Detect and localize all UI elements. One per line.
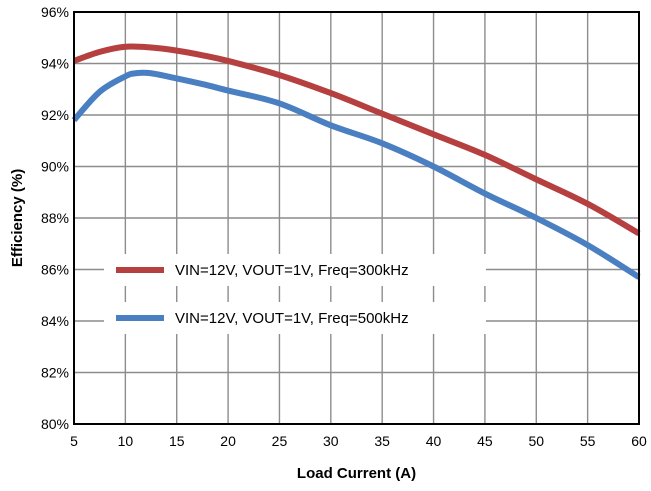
- legend-label: VIN=12V, VOUT=1V, Freq=300kHz: [175, 262, 409, 279]
- y-tick-label: 84%: [41, 313, 69, 329]
- y-tick-label: 96%: [41, 4, 69, 20]
- y-tick-label: 80%: [41, 416, 69, 432]
- x-axis-ticks: 5 10 15 20 25 30 35 40 45 50 55 60: [70, 433, 647, 449]
- x-tick-label: 60: [631, 433, 647, 449]
- y-axis-ticks: 80% 82% 84% 86% 88% 90% 92% 94% 96%: [41, 4, 69, 432]
- series-lines: [71, 43, 641, 280]
- series-line-2: [71, 69, 641, 280]
- y-tick-label: 86%: [41, 262, 69, 278]
- y-tick-label: 92%: [41, 107, 69, 123]
- x-tick-label: 35: [374, 433, 390, 449]
- x-tick-label: 40: [426, 433, 442, 449]
- x-tick-label: 50: [528, 433, 544, 449]
- series-line-1: [72, 43, 641, 237]
- x-tick-label: 25: [272, 433, 288, 449]
- x-tick-label: 45: [477, 433, 493, 449]
- plot-frame: [73, 11, 640, 425]
- y-tick-label: 94%: [41, 56, 69, 72]
- y-tick-label: 82%: [41, 365, 69, 381]
- x-tick-label: 55: [580, 433, 596, 449]
- legend-label: VIN=12V, VOUT=1V, Freq=500kHz: [175, 310, 409, 327]
- x-tick-label: 15: [169, 433, 185, 449]
- legend: VIN=12V, VOUT=1V, Freq=300kHz VIN=12V, VO…: [104, 254, 486, 334]
- legend-background: [104, 302, 486, 334]
- y-axis-title: Efficiency (%): [9, 169, 26, 267]
- y-tick-label: 90%: [41, 159, 69, 175]
- legend-background: [104, 254, 486, 286]
- x-axis-title: Load Current (A): [297, 465, 416, 482]
- x-tick-label: 5: [70, 433, 78, 449]
- x-tick-label: 30: [323, 433, 339, 449]
- y-tick-label: 88%: [41, 210, 69, 226]
- x-tick-label: 10: [118, 433, 134, 449]
- x-tick-label: 20: [220, 433, 236, 449]
